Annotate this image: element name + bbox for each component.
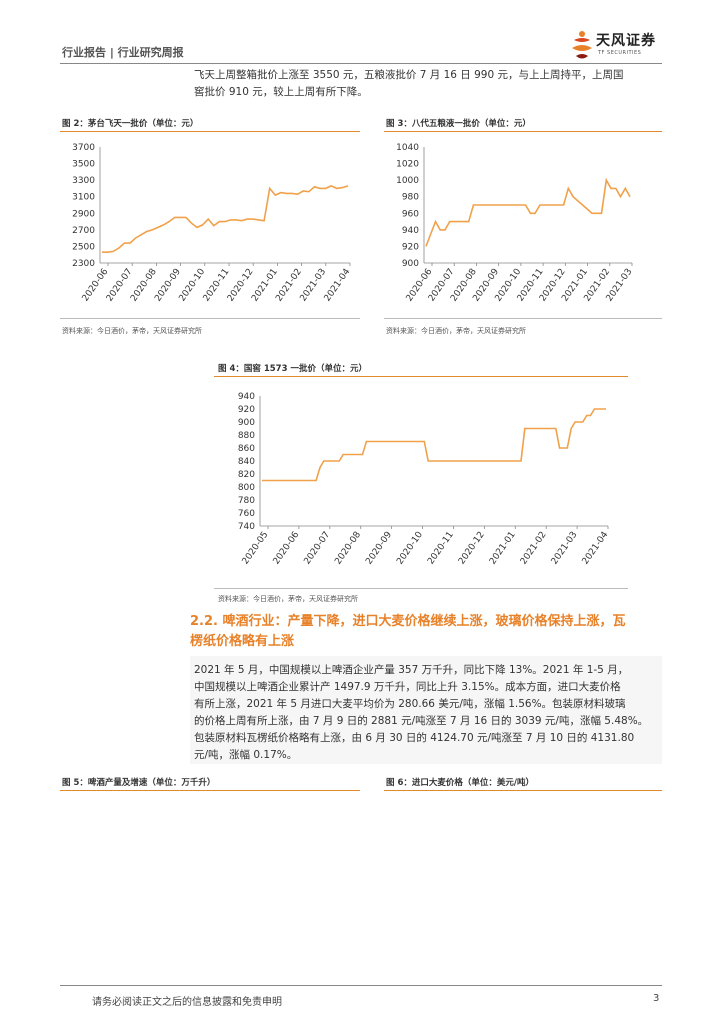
x-tick-label: 2021-01 [488,530,518,567]
series-line [425,177,631,247]
body-line: 包装原材料瓦楞纸价格略有上涨，由 6 月 30 日的 4124.70 元/吨涨至… [194,732,635,744]
y-tick-label: 880 [238,431,255,441]
fig3-source: 资料来源：今日酒价，茅帝，天风证券研究所 [386,327,526,335]
fig4-top-rule [214,376,628,377]
y-tick-label: 860 [238,444,255,454]
section-heading: 2.2. 啤酒行业：产量下降，进口大麦价格继续上涨，玻璃价格保持上涨，瓦 楞纸价… [190,612,660,652]
fig4-bottom-rule [214,588,628,589]
logo-text-cn: 天风证券 [596,33,656,49]
x-tick-label: 2020-11 [426,530,456,567]
y-tick-label: 2500 [72,242,95,252]
x-tick-label: 2020-05 [241,530,271,567]
y-tick-label: 900 [238,418,255,428]
section-heading-line: 楞纸价格略有上涨 [190,634,295,649]
footer-rule [60,985,662,986]
fig5-top-rule [60,790,360,791]
footer-disclaimer: 请务必阅读正文之后的信息披露和免责申明 [92,997,282,1008]
y-tick-label: 980 [402,193,419,203]
logo-mark-icon [572,31,592,59]
x-tick-label: 2020-08 [333,530,363,567]
report-header: 行业报告 | 行业研究周报 [62,46,184,59]
y-tick-label: 740 [238,522,255,532]
section-heading-line: 2.2. 啤酒行业：产量下降，进口大麦价格继续上涨，玻璃价格保持上涨，瓦 [190,614,626,629]
fig4-title: 图 4：国窖 1573 一批价（单位：元） [218,364,367,374]
y-tick-label: 1000 [396,176,419,186]
fig2-top-rule [60,131,360,132]
intro-paragraph: 飞天上周整箱批价上涨至 3550 元，五粮液批价 7 月 16 日 990 元，… [194,67,664,101]
series-line [262,408,606,482]
fig4-source: 资料来源：今日酒价，茅帝，天风证券研究所 [218,595,358,603]
fig6-top-rule [384,790,662,791]
y-tick-label: 3300 [72,176,95,186]
y-tick-label: 920 [238,405,255,415]
x-tick-label: 2020-06 [272,530,302,567]
y-tick-label: 900 [402,259,419,269]
section-body: 2021 年 5 月，中国规模以上啤酒企业产量 357 万千升，同比下降 13%… [194,662,664,764]
body-line: 元/吨，涨幅 0.17%。 [194,749,298,761]
x-tick-label: 2021-03 [550,530,580,567]
fig2-chart: 230025002700290031003300350037002020-062… [72,143,353,304]
fig6-title: 图 6：进口大麦价格（单位：美元/吨） [386,778,534,788]
body-line: 中国规模以上啤酒企业累计产 1497.9 万千升，同比上升 3.15%。成本方面… [194,681,621,693]
body-line: 2021 年 5 月，中国规模以上啤酒企业产量 357 万千升，同比下降 13%… [194,664,629,676]
fig2-bottom-rule [60,318,360,319]
x-tick-label: 2020-07 [303,530,333,567]
x-tick-label: 2020-09 [364,530,394,567]
page-number: 3 [653,993,660,1004]
y-tick-label: 1020 [396,160,419,170]
y-tick-label: 940 [238,392,255,402]
company-logo: 天风证券 TF SECURITIES [568,28,668,64]
body-line: 的价格上周有所上涨，由 7 月 9 日的 2881 元/吨涨至 7 月 16 日… [194,715,649,727]
fig3-title: 图 3：八代五粮液一批价（单位：元） [386,119,531,129]
series-line [102,185,349,253]
fig2-title: 图 2：茅台飞天一批价（单位：元） [62,119,199,129]
x-tick-label: 2021-04 [581,530,611,567]
fig5-title: 图 5：啤酒产量及增速（单位：万千升） [62,778,216,788]
section-body-box [190,656,662,764]
y-tick-label: 2900 [72,209,95,219]
x-tick-label: 2020-12 [457,530,487,567]
intro-line: 窖批价 910 元，较上上周有所下降。 [194,86,368,98]
y-tick-label: 3100 [72,193,95,203]
x-tick-label: 2021-02 [519,530,549,567]
x-tick-label: 2020-10 [395,530,425,567]
y-tick-label: 3500 [72,160,95,170]
y-tick-label: 800 [238,483,255,493]
fig2-source: 资料来源：今日酒价，茅帝，天风证券研究所 [62,327,202,335]
fig4-chart: 740 760 780 800 820 840 860 880 900 920 940 2020-05… [238,392,611,567]
y-tick-label: 960 [402,209,419,219]
y-tick-label: 840 [238,457,255,467]
y-tick-label: 2300 [72,259,95,269]
fig3-chart: 9009209409609801000102010402020-062020-0… [396,143,634,304]
y-tick-label: 2700 [72,226,95,236]
y-tick-label: 780 [238,496,255,506]
y-tick-label: 760 [238,509,255,519]
y-tick-label: 940 [402,226,419,236]
y-tick-label: 1040 [396,143,419,153]
fig3-bottom-rule [384,318,662,319]
y-tick-label: 3700 [72,143,95,153]
body-line: 有所上涨，2021 年 5 月进口大麦平均价为 280.66 美元/吨，涨幅 1… [194,698,626,710]
fig3-top-rule [384,131,662,132]
y-tick-label: 920 [402,242,419,252]
intro-line: 飞天上周整箱批价上涨至 3550 元，五粮液批价 7 月 16 日 990 元，… [194,69,624,81]
logo-text-en: TF SECURITIES [598,50,642,56]
y-tick-label: 820 [238,470,255,480]
header-rule [60,63,662,64]
